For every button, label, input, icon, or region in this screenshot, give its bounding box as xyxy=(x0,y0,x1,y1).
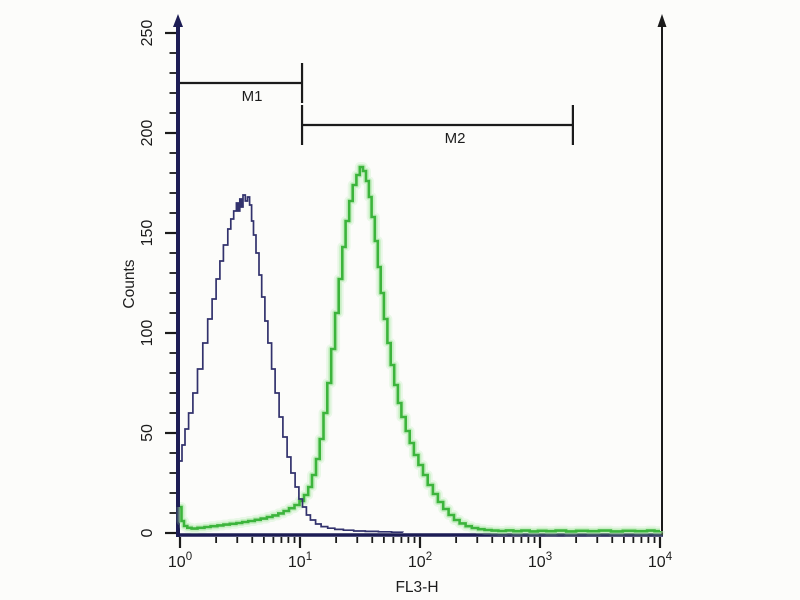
x-axis-tick-label: 103 xyxy=(528,551,552,571)
y-axis-tick-label: 0 xyxy=(139,528,156,537)
x-axis-tick-label: 104 xyxy=(648,551,673,571)
y-axis-tick-label: 250 xyxy=(139,20,156,47)
x-axis-tick-label: 100 xyxy=(168,551,192,571)
y-axis-tick-label: 50 xyxy=(139,424,156,442)
x-axis-tick-label: 102 xyxy=(408,551,432,571)
right-axis-arrowhead-icon xyxy=(657,14,667,27)
curve-green-sample-histogram xyxy=(180,165,662,533)
curve-navy-control-histogram xyxy=(180,194,404,534)
generated-plot-layer xyxy=(165,14,667,548)
x-axis-tick-label: 101 xyxy=(288,551,312,571)
y-axis-arrowhead-icon xyxy=(173,14,183,27)
y-axis-tick-label: 150 xyxy=(139,220,156,247)
x-axis-title: FL3-H xyxy=(395,579,438,596)
marker-m1-label: M1 xyxy=(242,88,263,105)
plot-text-layer: Counts FL3-H 0 50 100 150 200 250 100 10… xyxy=(121,20,673,596)
y-axis-tick-label: 200 xyxy=(139,120,156,147)
y-axis-tick-label: 100 xyxy=(139,320,156,347)
marker-m2-label: M2 xyxy=(445,130,466,147)
y-axis-title: Counts xyxy=(121,259,138,308)
